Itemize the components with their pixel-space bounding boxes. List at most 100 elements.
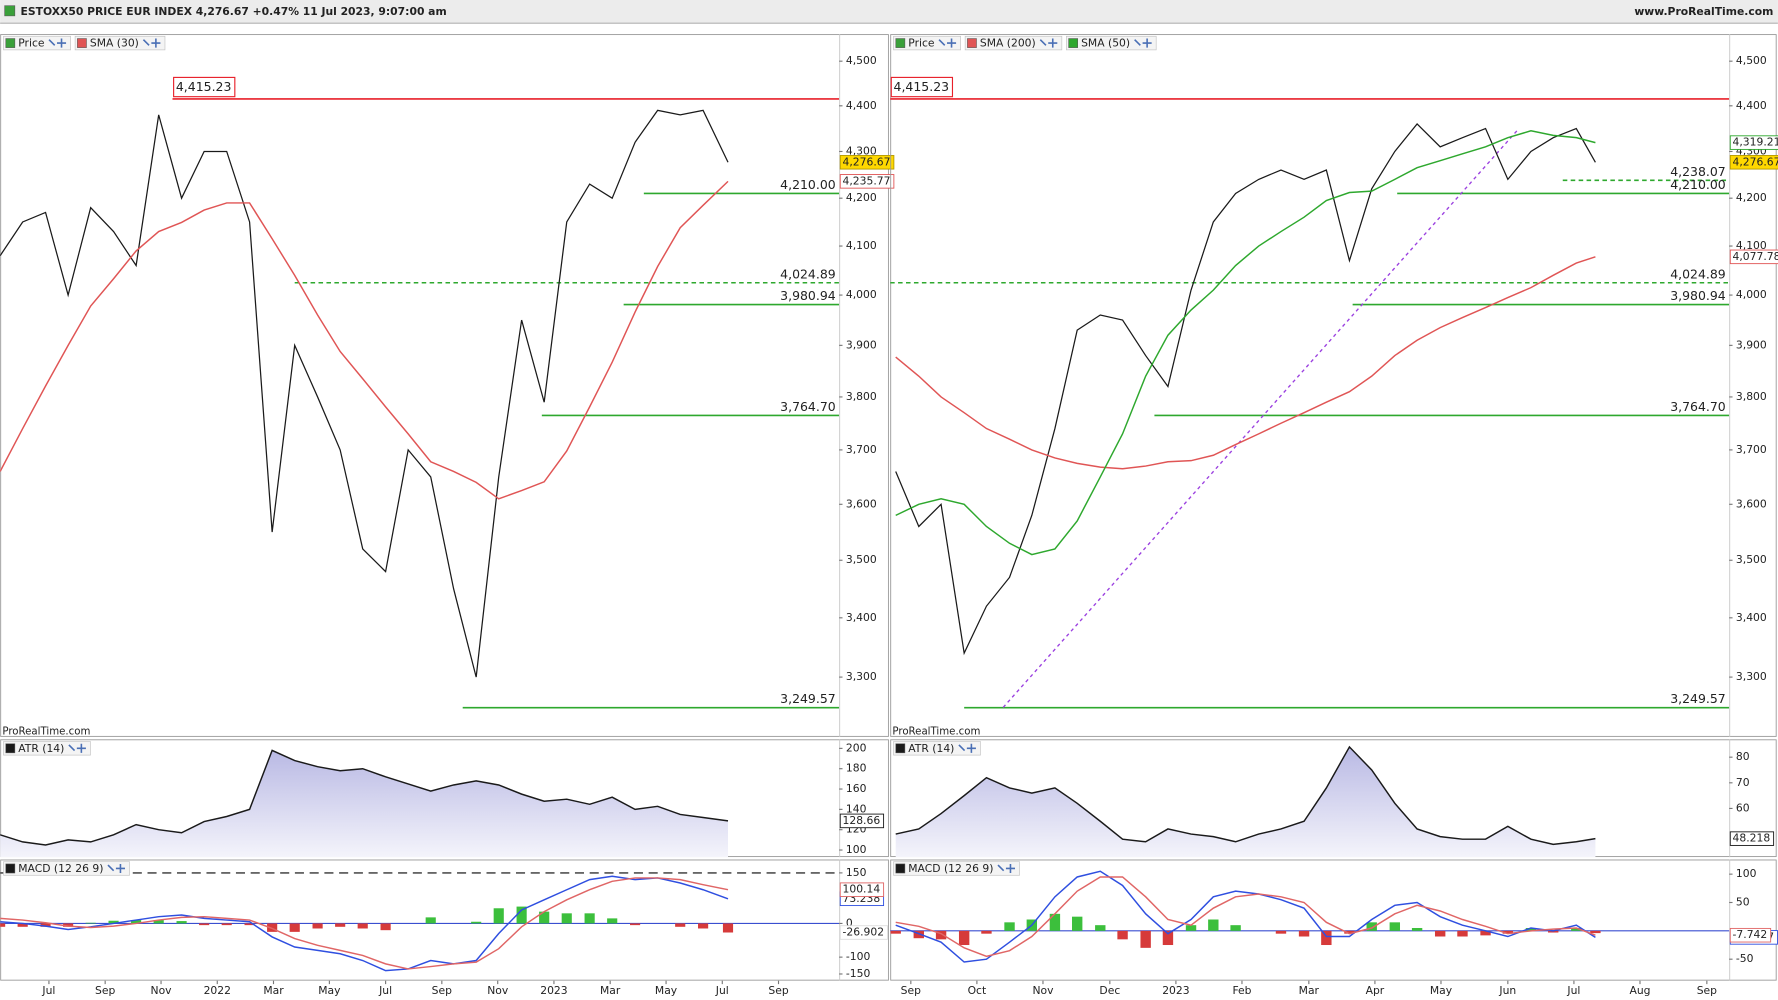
level-label: 3,249.57 — [1670, 691, 1726, 706]
plot-area — [0, 872, 840, 972]
level-label: 4,024.89 — [1670, 266, 1726, 281]
histogram-bar — [516, 906, 527, 924]
panel-frame — [0, 859, 889, 981]
x-tick-label: Sep — [1697, 984, 1717, 997]
histogram-bar — [199, 923, 210, 926]
level-label: 3,249.57 — [780, 691, 836, 706]
y-tick-label: 70 — [1736, 776, 1750, 789]
legend-icon — [48, 38, 67, 48]
last-value-flag — [1729, 831, 1775, 846]
legend-icon — [68, 743, 86, 753]
series-line — [0, 180, 729, 500]
panel-frame — [0, 34, 889, 737]
series-line — [895, 130, 1596, 556]
panel-frame — [890, 34, 1777, 737]
last-value-flag — [839, 174, 895, 189]
histogram-bar — [539, 911, 550, 924]
histogram-bar — [584, 913, 595, 924]
last-value-flag — [839, 155, 895, 170]
y-tick-label: 3,300 — [846, 670, 877, 683]
legend-label: Price — [908, 37, 935, 50]
y-tick-label: 4,500 — [846, 54, 877, 67]
histogram-bar — [1480, 930, 1491, 936]
level-label-box — [890, 76, 954, 98]
x-tick-label: Mar — [1299, 984, 1320, 997]
last-value-flag — [1729, 155, 1778, 170]
level-label: 4,415.23 — [176, 79, 232, 94]
y-tick-label: 3,900 — [846, 338, 877, 351]
histogram-bar — [675, 923, 686, 927]
legend-swatch — [5, 863, 16, 874]
last-value-flag — [1729, 135, 1778, 150]
legend-item[interactable] — [1066, 35, 1157, 51]
x-tick-label: Dec — [1099, 984, 1120, 997]
histogram-bar — [85, 922, 96, 924]
last-value-label: -26.902 — [843, 926, 885, 939]
last-value-flag — [839, 925, 888, 940]
y-tick-label: 4,200 — [846, 191, 877, 204]
y-tick-label: 160 — [846, 782, 867, 795]
legend-item[interactable] — [74, 35, 166, 51]
histogram-bar — [176, 921, 187, 924]
area-fill — [0, 750, 729, 858]
y-tick-label: 3,500 — [1736, 553, 1767, 566]
legend-item[interactable] — [893, 35, 961, 51]
legend-swatch — [967, 38, 977, 48]
x-tick-label: Oct — [968, 984, 987, 997]
legend-item[interactable] — [3, 861, 130, 876]
histogram-bar — [1004, 922, 1015, 931]
series-line — [895, 123, 1596, 656]
histogram-bar — [471, 921, 482, 924]
x-tick-label: Nov — [1032, 984, 1054, 997]
histogram-bar — [1117, 930, 1128, 940]
histogram-bar — [1275, 930, 1287, 934]
legend-item[interactable] — [3, 35, 71, 51]
x-tick-label: Aug — [1629, 984, 1650, 997]
histogram-bar — [108, 920, 119, 924]
legend-item[interactable] — [893, 741, 981, 756]
histogram-bar — [722, 923, 734, 933]
y-tick-label: 4,300 — [846, 144, 877, 157]
histogram-bar — [1095, 925, 1106, 931]
histogram-bar — [1140, 930, 1151, 948]
y-tick-label: -50 — [1736, 952, 1754, 965]
header-site[interactable]: www.ProRealTime.com — [1634, 5, 1773, 18]
histogram-bar — [1298, 930, 1310, 937]
histogram-bar — [357, 923, 368, 929]
legend-label: ATR (14) — [908, 742, 954, 755]
last-value-label: 48.218 — [1733, 832, 1771, 845]
legend-label: MACD (12 26 9) — [18, 862, 103, 875]
histogram-bar — [131, 920, 142, 924]
trendline — [1002, 128, 1520, 708]
plot-area — [895, 745, 1596, 858]
x-tick-label: Sep — [768, 984, 788, 997]
x-tick-label: May — [655, 984, 678, 997]
y-tick-label: 100 — [846, 843, 867, 856]
histogram-bar — [1366, 922, 1377, 931]
last-value-flag — [839, 882, 885, 897]
legend-item[interactable] — [893, 861, 1020, 876]
legend-swatch — [5, 38, 16, 48]
legend-item[interactable] — [964, 35, 1063, 51]
histogram-bar — [630, 923, 641, 926]
level-label: 4,415.23 — [894, 79, 950, 94]
y-tick-label: 3,800 — [846, 390, 877, 403]
y-tick-label: 140 — [846, 802, 867, 815]
x-tick-label: Feb — [1232, 984, 1251, 997]
legend-item[interactable] — [3, 741, 91, 756]
x-tick-label: 2023 — [1162, 984, 1189, 997]
legend-swatch — [895, 863, 906, 874]
plot-area — [890, 98, 1730, 709]
legend-icon — [938, 38, 957, 48]
plot-area — [0, 749, 729, 858]
y-tick-label: 60 — [1736, 801, 1750, 814]
y-tick-label: 4,400 — [846, 99, 877, 112]
histogram-bar — [244, 923, 255, 926]
legend-label: ATR (14) — [18, 742, 64, 755]
x-tick-label: Jul — [715, 984, 729, 997]
histogram-bar — [1389, 922, 1401, 931]
y-tick-label: 3,600 — [846, 497, 877, 510]
legend-icon — [958, 743, 976, 753]
legend-icon — [1134, 38, 1152, 48]
series-line — [0, 875, 729, 972]
